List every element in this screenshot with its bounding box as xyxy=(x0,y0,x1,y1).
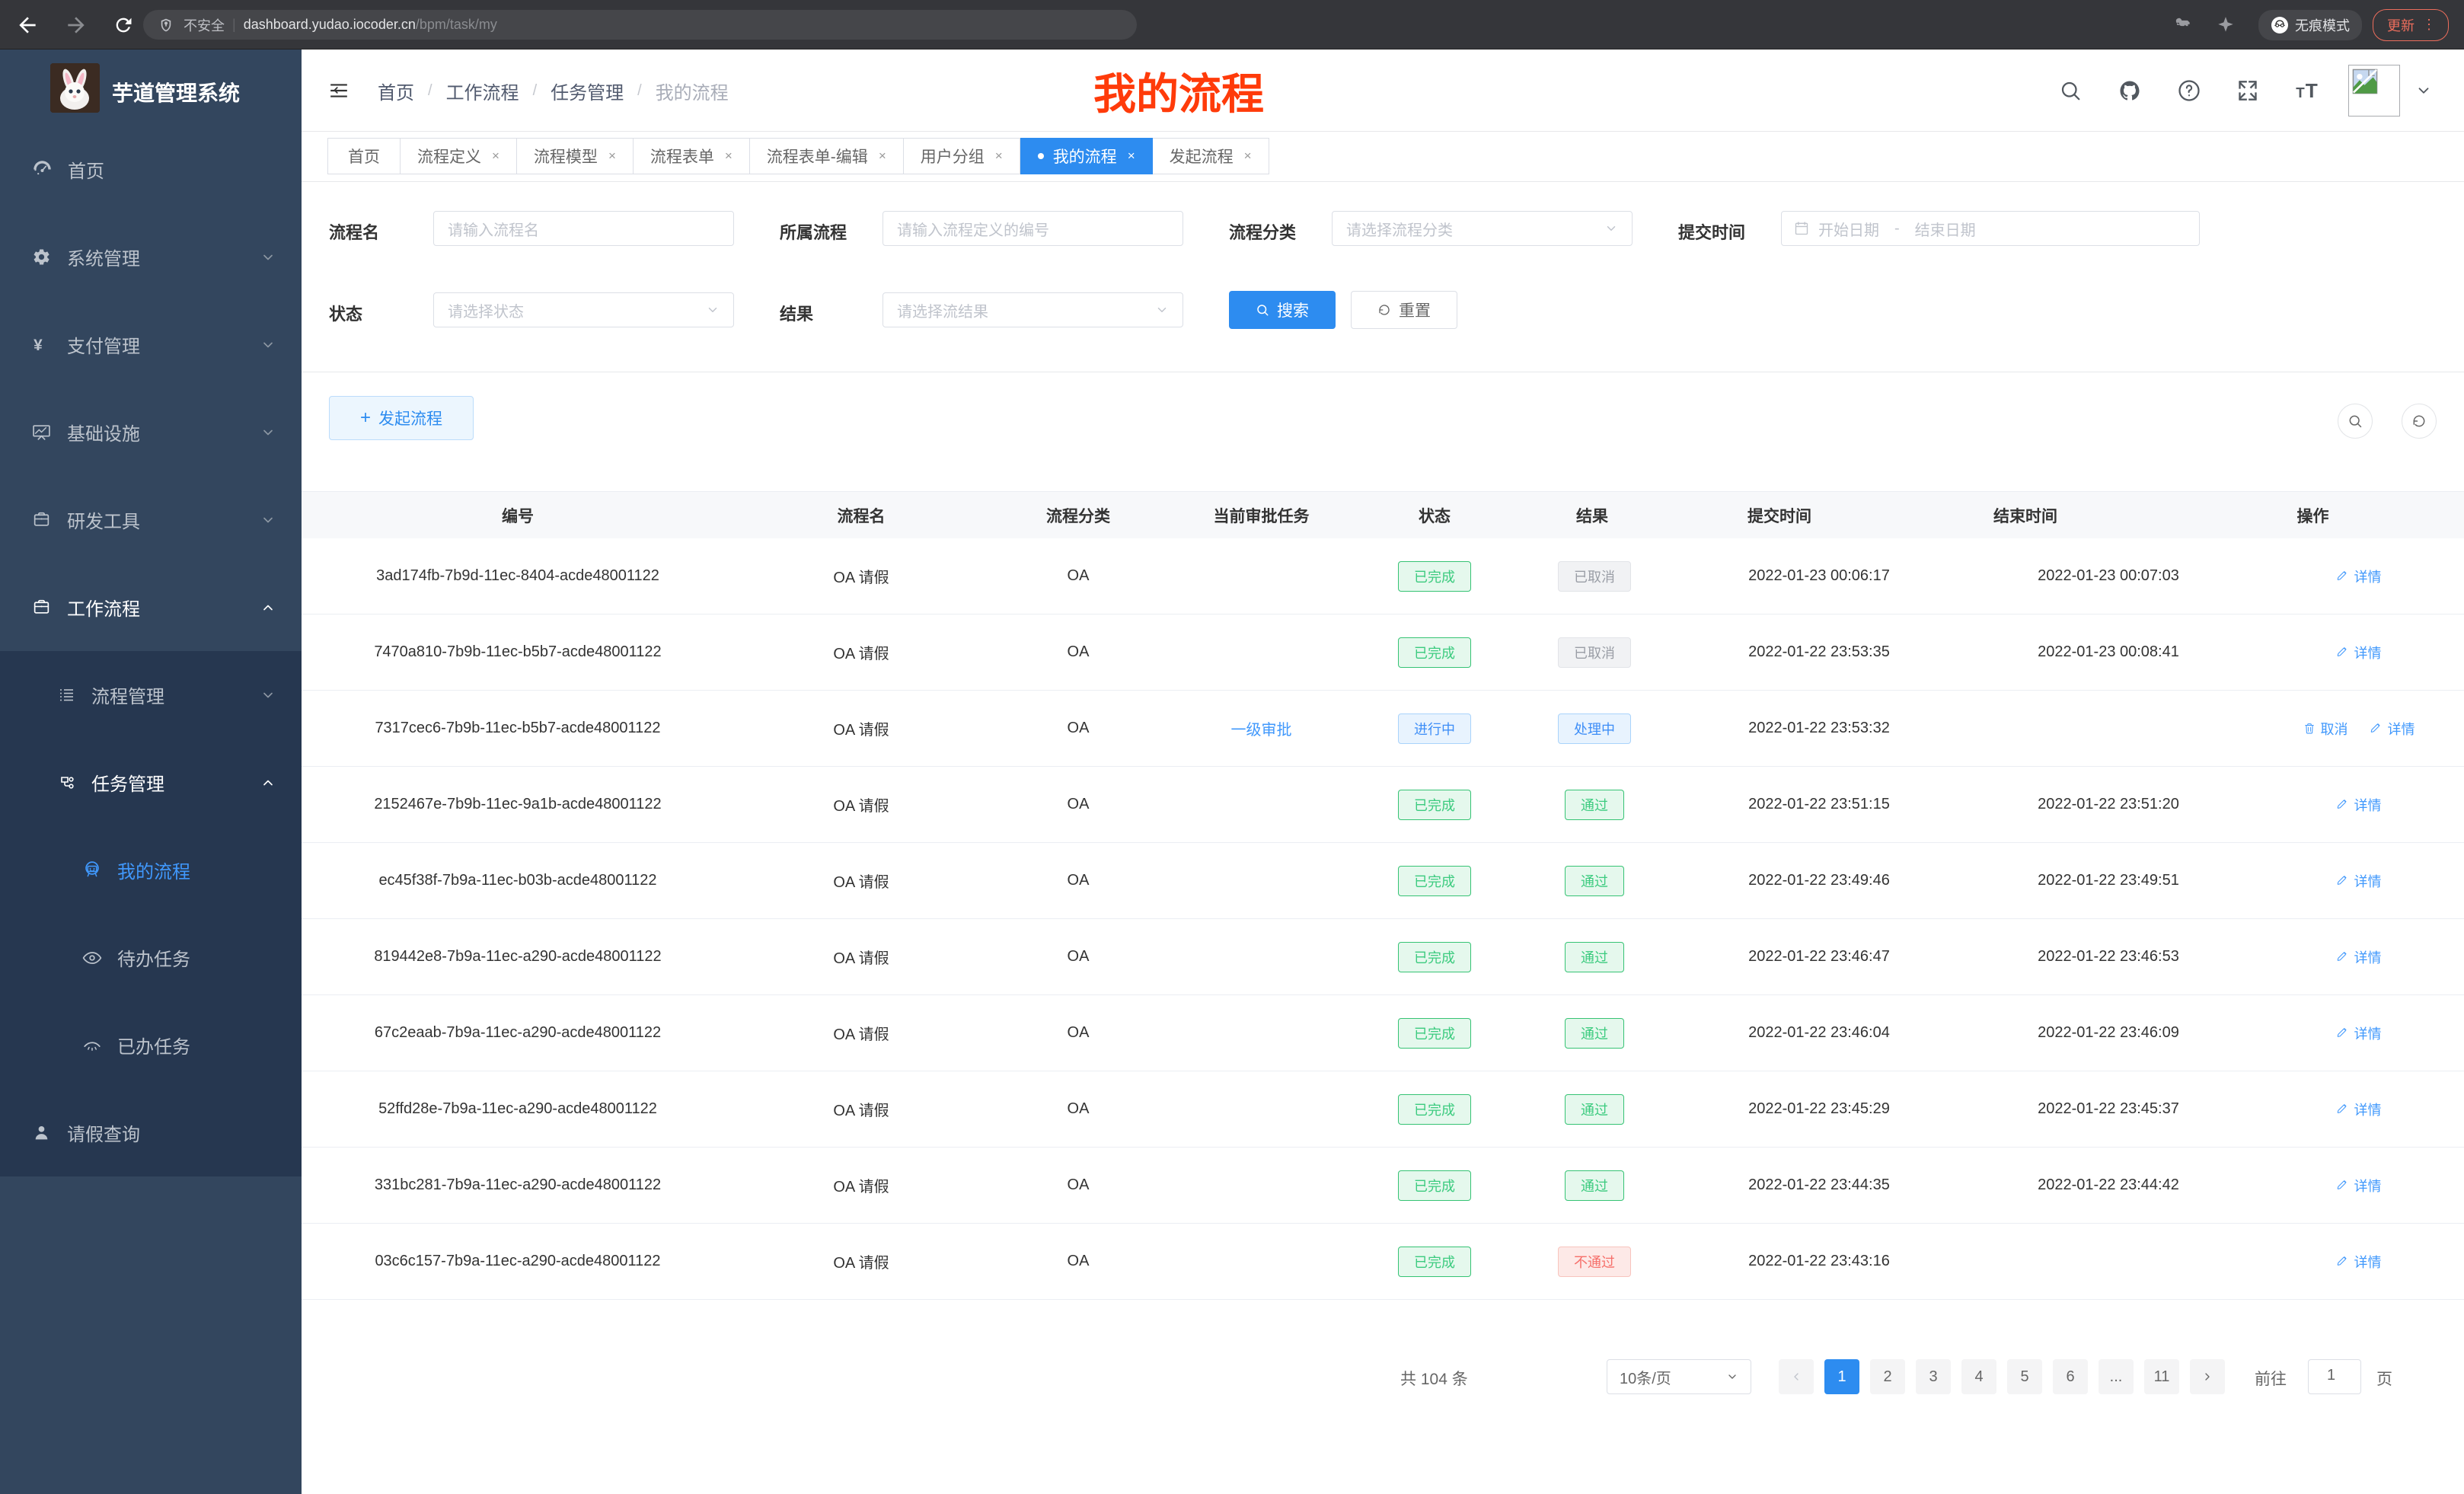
svg-text:T: T xyxy=(2306,79,2318,102)
svg-text:T: T xyxy=(2296,85,2305,101)
svg-text:¥: ¥ xyxy=(34,337,43,354)
